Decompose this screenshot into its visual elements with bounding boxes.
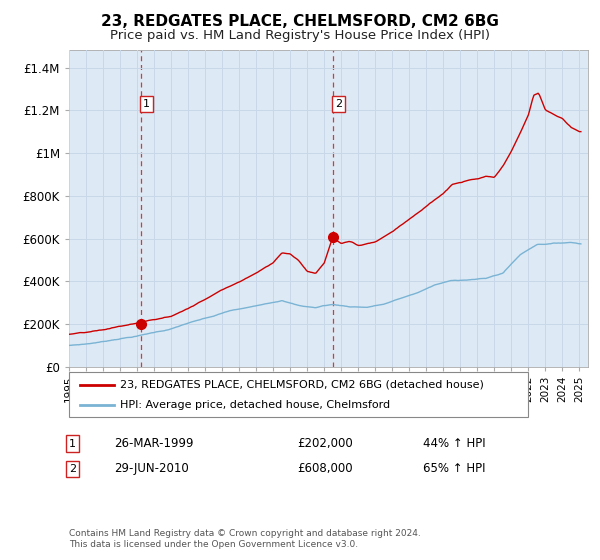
Text: Contains HM Land Registry data © Crown copyright and database right 2024.
This d: Contains HM Land Registry data © Crown c… [69,529,421,549]
Text: Price paid vs. HM Land Registry's House Price Index (HPI): Price paid vs. HM Land Registry's House … [110,29,490,42]
Text: 65% ↑ HPI: 65% ↑ HPI [423,462,485,475]
Text: 23, REDGATES PLACE, CHELMSFORD, CM2 6BG: 23, REDGATES PLACE, CHELMSFORD, CM2 6BG [101,14,499,29]
Text: 2: 2 [69,464,76,474]
Text: 44% ↑ HPI: 44% ↑ HPI [423,437,485,450]
Text: £608,000: £608,000 [297,462,353,475]
Text: 26-MAR-1999: 26-MAR-1999 [114,437,193,450]
Text: 29-JUN-2010: 29-JUN-2010 [114,462,189,475]
Text: £202,000: £202,000 [297,437,353,450]
Text: 1: 1 [143,99,150,109]
Text: 23, REDGATES PLACE, CHELMSFORD, CM2 6BG (detached house): 23, REDGATES PLACE, CHELMSFORD, CM2 6BG … [120,380,484,390]
Text: 2: 2 [335,99,342,109]
Text: HPI: Average price, detached house, Chelmsford: HPI: Average price, detached house, Chel… [120,400,390,410]
Text: 1: 1 [69,438,76,449]
